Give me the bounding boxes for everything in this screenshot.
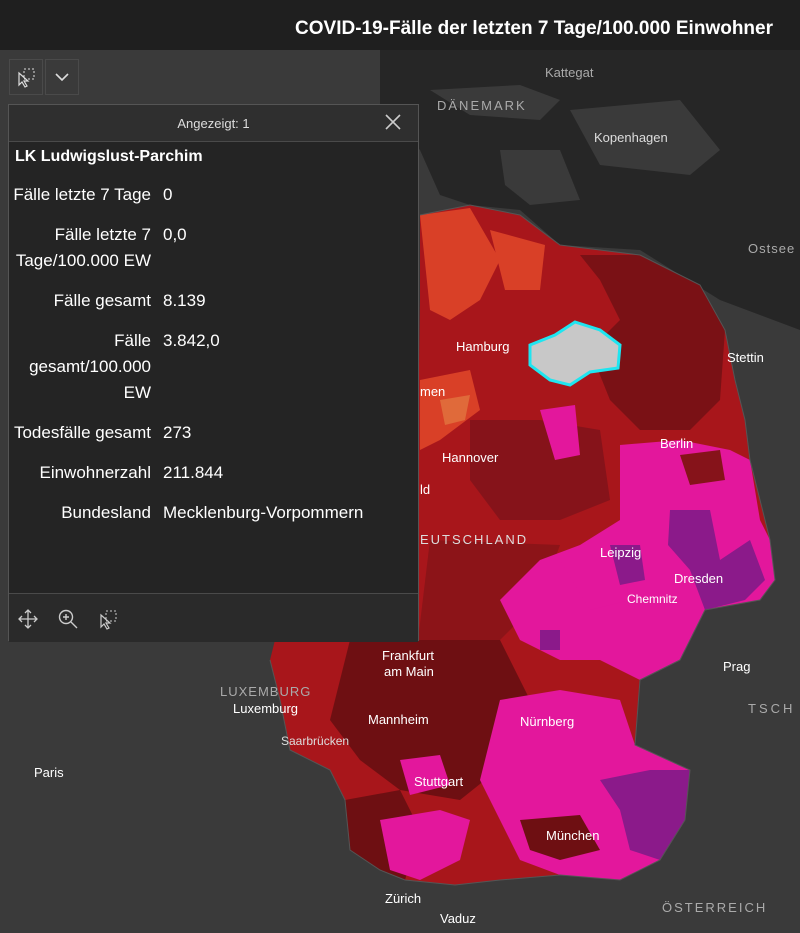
label-nuernberg: Nürnberg	[520, 714, 574, 729]
label-oesterreich: ÖSTERREICH	[662, 900, 767, 915]
table-row: Einwohnerzahl 211.844	[9, 460, 409, 500]
attribute-table: Fälle letzte 7 Tage 0 Fälle letzte 7 Tage…	[9, 182, 409, 540]
label-saarbruecken: Saarbrücken	[281, 734, 349, 748]
label-kattegat: Kattegat	[545, 65, 594, 80]
pan-icon[interactable]	[17, 608, 39, 630]
field-label: Fälle gesamt/100.000 EW	[29, 331, 151, 402]
field-label: Fälle gesamt	[53, 291, 151, 310]
country-border	[269, 204, 776, 886]
label-deutschland: EUTSCHLAND	[420, 532, 528, 547]
chevron-down-icon	[55, 73, 69, 82]
label-berlin: Berlin	[660, 436, 693, 451]
field-value: 211.844	[163, 463, 224, 482]
title-bar: COVID-19-Fälle der letzten 7 Tage/100.00…	[0, 0, 800, 50]
label-muenchen: München	[546, 828, 599, 843]
table-row: Todesfälle gesamt 273	[9, 420, 409, 460]
label-paris: Paris	[34, 765, 64, 780]
field-value: 0,0	[163, 225, 187, 244]
label-prag: Prag	[723, 659, 750, 674]
field-value: 0	[163, 185, 173, 204]
field-label: Einwohnerzahl	[39, 463, 151, 482]
field-label: Fälle letzte 7 Tage	[13, 185, 151, 204]
selected-district-ludwigslust-parchim[interactable]	[528, 320, 622, 387]
label-luxemburg-city: Luxemburg	[233, 701, 298, 716]
popup-actions	[9, 593, 418, 642]
field-label: Fälle letzte 7 Tage/100.000 EW	[15, 225, 151, 270]
feature-count: Angezeigt: 1	[177, 116, 250, 131]
munich-district	[520, 815, 600, 860]
select-tool-icon	[18, 68, 35, 88]
leipzig-purple	[610, 545, 645, 585]
table-row: Bundesland Mecklenburg-Vorpommern	[9, 500, 409, 540]
passau-purple	[600, 770, 690, 860]
feature-popup: Angezeigt: 1 LK Ludwigslust-Parchim Fäll…	[8, 104, 419, 642]
schleswig-holstein-west	[420, 208, 500, 320]
label-daenemark: DÄNEMARK	[437, 98, 527, 113]
label-dresden: Dresden	[674, 571, 723, 586]
field-label: Bundesland	[61, 503, 151, 522]
field-value: 3.842,0	[163, 331, 220, 350]
feature-title: LK Ludwigslust-Parchim	[15, 148, 203, 165]
label-frankfurt-2: am Main	[384, 664, 434, 679]
label-frankfurt-1: Frankfurt	[382, 648, 434, 663]
fulda-purple	[540, 630, 560, 650]
label-hannover: Hannover	[442, 450, 499, 465]
field-value: 273	[163, 423, 192, 442]
popup-header: Angezeigt: 1	[9, 105, 418, 142]
label-kopenhagen: Kopenhagen	[594, 130, 668, 145]
select-tool-button[interactable]	[9, 59, 43, 95]
field-value: 8.139	[163, 291, 206, 310]
label-luxemburg-country: LUXEMBURG	[220, 684, 311, 699]
magdeburg-hotspot	[540, 405, 580, 460]
erfurt-hotspot	[560, 560, 630, 610]
oldenburg-area	[440, 395, 470, 425]
rhineland-districts	[330, 640, 530, 800]
select-tool-icon[interactable]	[97, 608, 119, 630]
label-stuttgart: Stuttgart	[414, 774, 464, 789]
select-options-dropdown[interactable]	[45, 59, 79, 95]
mecklenburg-districts	[580, 255, 725, 430]
label-tsch: TSCH	[748, 701, 795, 716]
bodensee-hotspot	[380, 810, 470, 880]
map-title: COVID-19-Fälle der letzten 7 Tage/100.00…	[295, 18, 773, 39]
table-row: Fälle gesamt/100.000 EW 3.842,0	[9, 328, 409, 420]
label-chemnitz: Chemnitz	[627, 592, 678, 606]
label-hamburg: Hamburg	[456, 339, 509, 354]
zealand-island	[500, 150, 580, 205]
label-stettin: Stettin	[727, 350, 764, 365]
label-bremen: men	[420, 384, 445, 399]
zoom-in-icon[interactable]	[57, 608, 79, 630]
table-row: Fälle gesamt 8.139	[9, 288, 409, 328]
label-ld: ld	[420, 482, 430, 497]
label-mannheim: Mannheim	[368, 712, 429, 727]
table-row: Fälle letzte 7 Tage 0	[9, 182, 409, 222]
label-ostsee: Ostsee	[748, 241, 795, 256]
danish-islands	[430, 85, 560, 120]
field-value: Mecklenburg-Vorpommern	[163, 503, 364, 522]
label-leipzig: Leipzig	[600, 545, 641, 560]
table-row: Fälle letzte 7 Tage/100.000 EW 0,0	[9, 222, 409, 288]
berlin-district	[680, 450, 725, 485]
schleswig-holstein-east	[490, 230, 545, 290]
field-label: Todesfälle gesamt	[13, 423, 151, 442]
dresden-purple	[668, 510, 765, 610]
label-vaduz: Vaduz	[440, 911, 476, 926]
close-icon[interactable]	[384, 113, 402, 131]
stuttgart-hotspot	[400, 755, 450, 795]
label-zuerich: Zürich	[385, 891, 421, 906]
sweden-coast	[570, 100, 720, 175]
lower-saxony-east	[470, 420, 610, 520]
